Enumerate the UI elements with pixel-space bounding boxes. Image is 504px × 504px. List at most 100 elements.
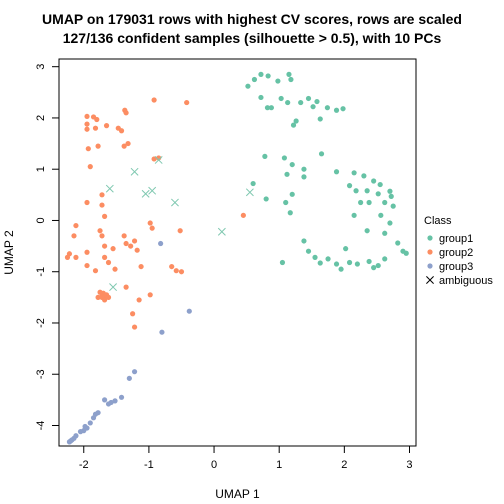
point-group1 — [333, 107, 340, 113]
point-ambiguous — [109, 283, 118, 292]
point-group2 — [184, 99, 190, 106]
point-group1 — [378, 212, 384, 218]
point-group1 — [346, 259, 353, 266]
point-group2 — [84, 262, 90, 269]
point-group1 — [340, 106, 346, 112]
x-axis: -2 -1 0 1 2 3 — [79, 445, 413, 471]
point-group3 — [118, 394, 125, 400]
chart-title-line2: 127/136 confident samples (silhouette > … — [63, 30, 442, 46]
points-layer — [64, 71, 409, 445]
point-group2 — [105, 259, 112, 266]
point-group1 — [318, 151, 325, 157]
point-group2 — [123, 240, 129, 247]
point-group1 — [317, 260, 323, 266]
y-tick-label: -1 — [35, 267, 47, 277]
series-group2 — [64, 97, 246, 330]
point-group2 — [87, 164, 93, 170]
x-tick-label: 0 — [211, 459, 217, 471]
point-group1 — [264, 105, 271, 111]
point-group1 — [390, 203, 396, 209]
point-group2 — [99, 202, 105, 208]
legend-item-group3: group3 — [427, 261, 473, 273]
point-group2 — [131, 238, 138, 244]
point-group2 — [112, 266, 118, 272]
point-group1 — [286, 71, 292, 77]
point-group1 — [250, 180, 256, 187]
y-tick-label: -4 — [35, 421, 47, 431]
chart-title-line1: UMAP on 179031 rows with highest CV scor… — [42, 11, 462, 27]
x-tick-label: 1 — [276, 459, 282, 471]
point-group2 — [178, 269, 185, 275]
point-group1 — [325, 256, 331, 262]
point-group2 — [94, 116, 100, 123]
point-group2 — [99, 293, 105, 299]
point-group1 — [387, 188, 393, 194]
point-group3 — [126, 375, 132, 381]
point-group2 — [147, 292, 153, 298]
point-ambiguous — [148, 186, 157, 195]
point-group1 — [258, 94, 264, 101]
point-group1 — [343, 246, 349, 252]
point-group1 — [314, 98, 320, 105]
point-group1 — [364, 228, 370, 234]
point-group2 — [121, 143, 127, 149]
legend-label: group1 — [439, 233, 473, 245]
point-group2 — [110, 246, 116, 252]
point-group2 — [177, 228, 183, 234]
point-group1 — [288, 76, 294, 83]
point-ambiguous — [245, 188, 254, 197]
point-group1 — [301, 166, 307, 172]
x-tick-label: 2 — [341, 459, 347, 471]
point-group3 — [77, 429, 84, 435]
point-group1 — [382, 256, 388, 262]
point-group1 — [382, 199, 388, 206]
point-group1 — [283, 199, 289, 206]
point-ambiguous — [105, 184, 114, 193]
point-group1 — [388, 193, 394, 199]
point-group2 — [84, 249, 90, 255]
y-tick-label: 3 — [35, 64, 47, 70]
y-tick-label: 0 — [35, 217, 47, 223]
point-group2 — [97, 228, 103, 234]
point-group3 — [87, 420, 93, 426]
point-group1 — [324, 105, 331, 111]
point-group2 — [240, 212, 246, 218]
point-group1 — [275, 78, 281, 84]
point-group1 — [351, 212, 357, 218]
point-group2 — [128, 243, 134, 249]
x-axis-title: UMAP 1 — [215, 487, 260, 501]
point-group2 — [84, 113, 90, 120]
point-group1 — [366, 258, 372, 265]
point-group2 — [84, 199, 90, 206]
point-group1 — [298, 99, 304, 106]
legend-item-ambiguous: ambiguous — [426, 275, 493, 287]
point-group2 — [105, 294, 112, 300]
point-group3 — [90, 415, 97, 421]
point-group1 — [289, 161, 295, 168]
point-group1 — [371, 178, 377, 184]
point-group2 — [95, 143, 101, 149]
point-group2 — [123, 284, 129, 290]
point-group3 — [102, 397, 108, 403]
point-group1 — [287, 210, 293, 216]
point-group3 — [186, 308, 192, 314]
point-group2 — [92, 268, 99, 274]
y-axis: -4 -3 -2 -1 0 1 2 3 — [35, 64, 60, 431]
y-tick-label: 2 — [35, 115, 47, 121]
point-group2 — [73, 254, 79, 260]
legend-marker-group1 — [427, 235, 433, 241]
point-ambiguous — [154, 156, 163, 164]
point-group2 — [131, 324, 138, 330]
series-ambiguous — [105, 156, 254, 292]
point-group1 — [262, 153, 268, 159]
y-tick-label: -3 — [35, 369, 47, 379]
series-group1 — [245, 71, 409, 272]
point-group1 — [377, 181, 383, 188]
point-group2 — [151, 97, 157, 103]
point-group1 — [301, 174, 307, 180]
point-group2 — [115, 125, 121, 131]
point-group1 — [333, 169, 340, 175]
point-group1 — [268, 105, 274, 111]
point-group2 — [99, 233, 105, 239]
